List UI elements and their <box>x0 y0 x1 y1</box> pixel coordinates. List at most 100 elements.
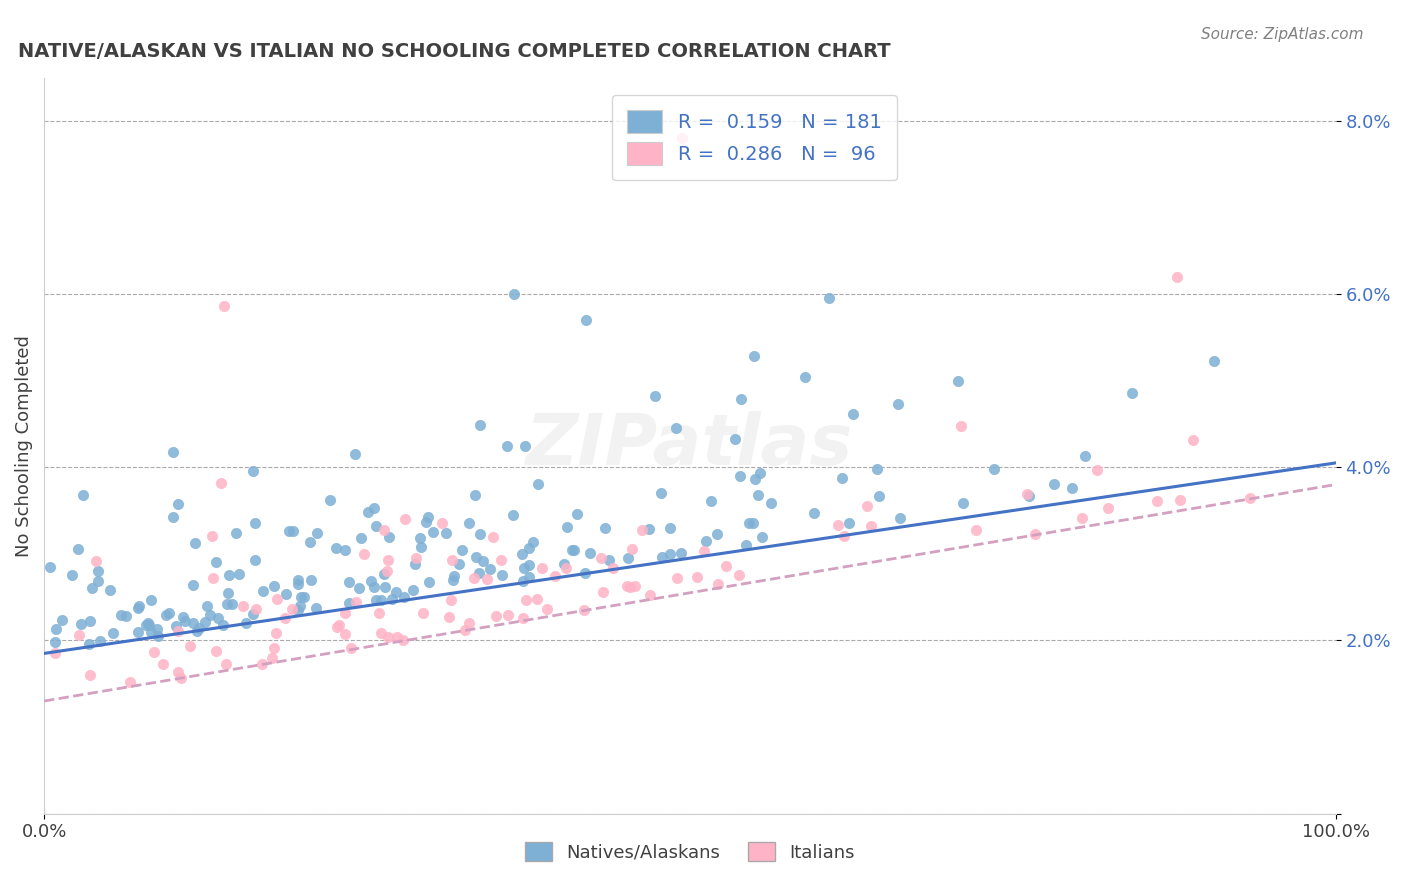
Point <box>889 511 911 525</box>
Point <box>562 542 585 557</box>
Point <box>373 523 395 537</box>
Point <box>181 615 204 630</box>
Point <box>747 488 769 502</box>
Point <box>412 607 434 621</box>
Point <box>793 370 815 384</box>
Point <box>742 349 765 363</box>
Point <box>212 299 235 313</box>
Point <box>281 601 304 615</box>
Point <box>245 601 267 615</box>
Point <box>422 524 444 539</box>
Point <box>440 553 463 567</box>
Point <box>381 591 404 606</box>
Point <box>225 525 247 540</box>
Point <box>79 668 101 682</box>
Point <box>242 465 264 479</box>
Point <box>148 629 170 643</box>
Point <box>162 445 184 459</box>
Point <box>451 542 474 557</box>
Text: ZIPatlas: ZIPatlas <box>526 411 853 480</box>
Point <box>859 519 882 533</box>
Point <box>344 595 367 609</box>
Point <box>266 592 288 607</box>
Point <box>307 525 329 540</box>
Point <box>377 630 399 644</box>
Point <box>651 550 673 565</box>
Point <box>44 635 66 649</box>
Point <box>143 645 166 659</box>
Point <box>510 547 533 561</box>
Point <box>217 597 239 611</box>
Point <box>1146 493 1168 508</box>
Point <box>496 607 519 622</box>
Point <box>707 577 730 591</box>
Point <box>228 567 250 582</box>
Point <box>706 526 728 541</box>
Point <box>443 569 465 583</box>
Point <box>377 552 399 566</box>
Point <box>325 541 347 555</box>
Point <box>472 554 495 568</box>
Point <box>165 619 187 633</box>
Point <box>184 536 207 550</box>
Point <box>405 551 427 566</box>
Point <box>195 599 218 614</box>
Point <box>207 611 229 625</box>
Point <box>485 609 508 624</box>
Point <box>623 579 645 593</box>
Point <box>1166 269 1188 284</box>
Point <box>831 471 853 485</box>
Point <box>252 584 274 599</box>
Point <box>263 640 285 655</box>
Point <box>138 618 160 632</box>
Point <box>404 557 426 571</box>
Point <box>179 639 201 653</box>
Point <box>281 524 304 538</box>
Point <box>360 574 382 589</box>
Point <box>205 644 228 658</box>
Point <box>946 374 969 388</box>
Point <box>591 551 613 566</box>
Point <box>638 588 661 602</box>
Point <box>415 515 437 529</box>
Point <box>572 602 595 616</box>
Point <box>700 493 723 508</box>
Point <box>166 497 188 511</box>
Point <box>517 558 540 572</box>
Point <box>394 511 416 525</box>
Point <box>458 616 481 631</box>
Point <box>865 462 887 476</box>
Point <box>87 574 110 588</box>
Point <box>45 622 67 636</box>
Point <box>714 558 737 573</box>
Point <box>1085 463 1108 477</box>
Point <box>658 521 681 535</box>
Point <box>441 573 464 587</box>
Point <box>574 566 596 580</box>
Point <box>69 617 91 632</box>
Point <box>215 657 238 672</box>
Point <box>335 626 357 640</box>
Point <box>198 607 221 622</box>
Point <box>502 287 524 301</box>
Point <box>536 602 558 616</box>
Point <box>856 499 879 513</box>
Point <box>738 516 761 531</box>
Text: Source: ZipAtlas.com: Source: ZipAtlas.com <box>1201 27 1364 42</box>
Point <box>373 566 395 581</box>
Point <box>515 439 537 453</box>
Point <box>245 553 267 567</box>
Point <box>818 291 841 305</box>
Point <box>103 626 125 640</box>
Point <box>67 628 90 642</box>
Point <box>434 526 457 541</box>
Point <box>695 533 717 548</box>
Y-axis label: No Schooling Completed: No Schooling Completed <box>15 334 32 557</box>
Point <box>72 488 94 502</box>
Point <box>135 618 157 632</box>
Point <box>598 552 620 566</box>
Point <box>1042 477 1064 491</box>
Point <box>167 665 190 680</box>
Point <box>166 624 188 638</box>
Point <box>724 432 747 446</box>
